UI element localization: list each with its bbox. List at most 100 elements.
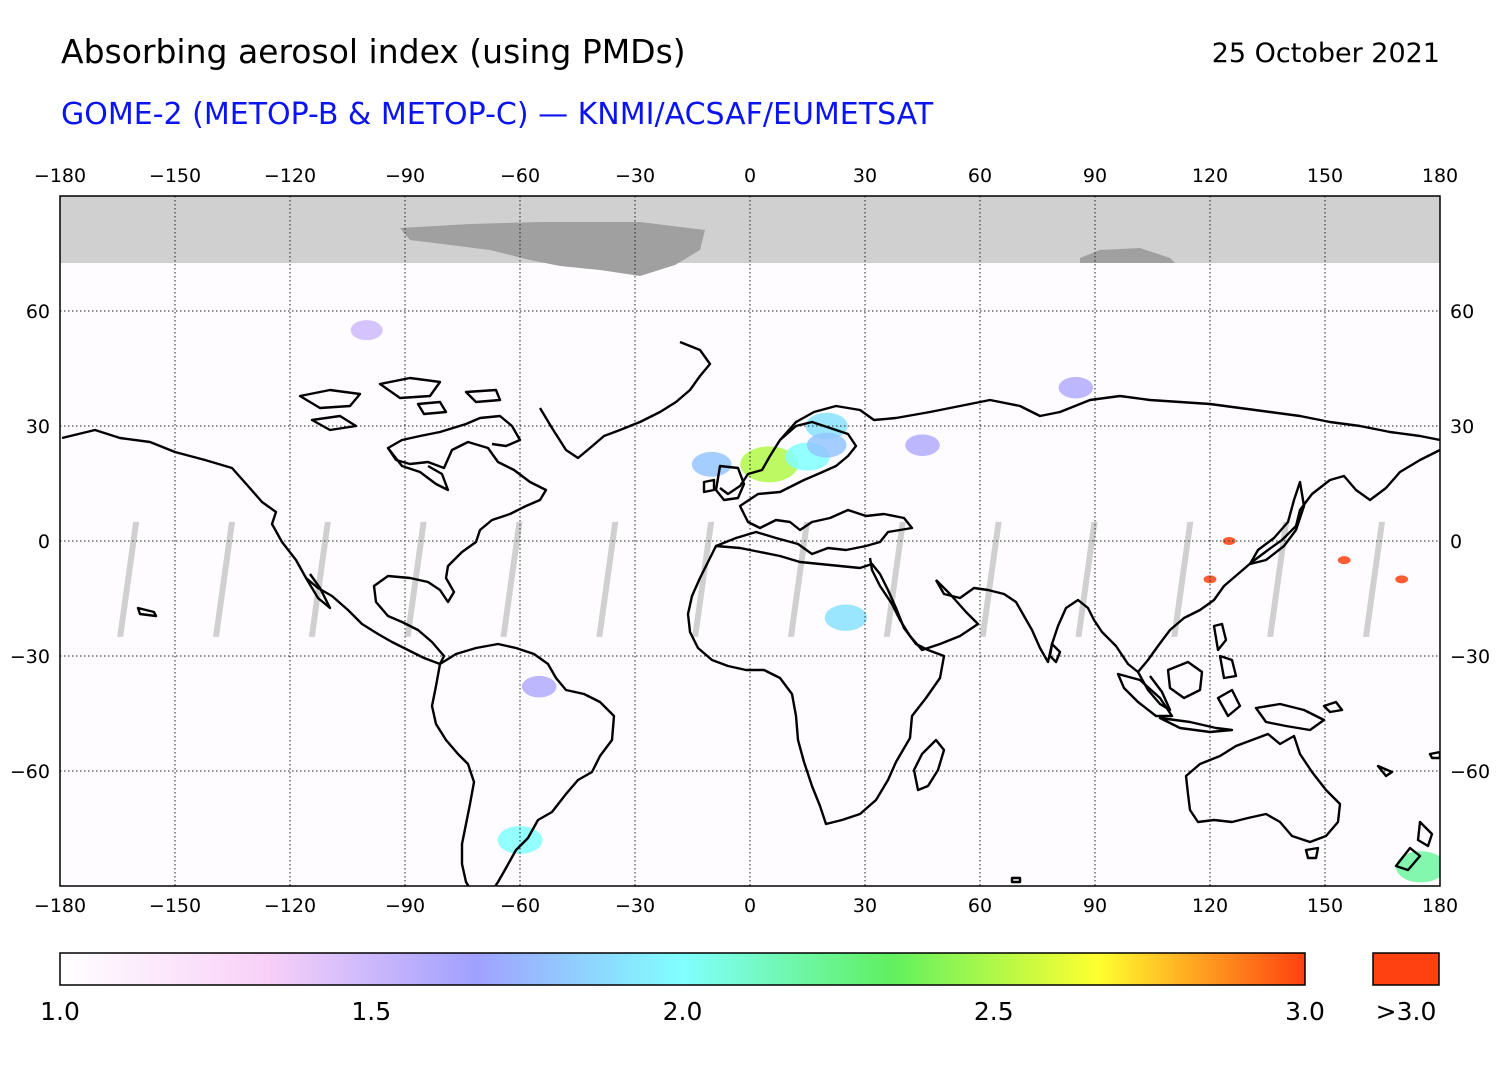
lon-tick-label: 0 xyxy=(744,895,756,917)
aerosol-hotspot xyxy=(905,434,940,456)
colorbar-tick-label: 1.5 xyxy=(351,997,391,1026)
siberia-ice xyxy=(1080,248,1175,263)
coast-hudson-bay xyxy=(387,447,450,492)
aerosol-hotspot xyxy=(806,432,847,458)
lon-tick-label: 120 xyxy=(1192,895,1228,917)
lon-tick-label: −60 xyxy=(500,165,540,187)
no-data-swath xyxy=(1267,521,1290,637)
lat-tick-label: 60 xyxy=(1450,301,1474,323)
coastlines xyxy=(61,340,1440,894)
lon-tick-label: 30 xyxy=(853,895,877,917)
no-data-swath xyxy=(692,521,715,637)
lon-tick-label: 0 xyxy=(744,165,756,187)
coast-europe xyxy=(715,420,914,556)
lon-tick-label: 180 xyxy=(1422,165,1458,187)
lon-tick-label: 90 xyxy=(1083,165,1107,187)
lon-tick-label: −120 xyxy=(264,165,316,187)
colorbar-overflow-swatch xyxy=(1372,952,1440,986)
lon-ticks-bottom: −180 −150 −120 −90 −60 −30 0 30 60 90 120 150 180 xyxy=(34,895,1458,917)
lon-tick-label: −30 xyxy=(615,895,655,917)
map-frame xyxy=(59,195,1441,887)
coast-greenland xyxy=(538,340,712,460)
lat-tick-label: 30 xyxy=(26,416,50,438)
graticule xyxy=(60,196,1440,886)
lon-tick-label: −90 xyxy=(385,895,425,917)
coast-indonesia xyxy=(1116,660,1326,734)
lat-tick-label: 0 xyxy=(1450,531,1462,553)
colorbar-tick-label: 2.5 xyxy=(974,997,1014,1026)
coast-philippines xyxy=(1212,622,1238,680)
aerosol-hotspot xyxy=(691,451,732,477)
no-data-swaths xyxy=(117,521,1385,637)
colorbar-overflow-label: >3.0 xyxy=(1376,997,1437,1026)
coast-africa xyxy=(686,544,946,826)
map-date: 25 October 2021 xyxy=(1211,38,1440,69)
coast-south-america xyxy=(430,642,616,886)
aerosol-map: −180 −150 −120 −90 −60 −30 0 30 60 90 120 150 180 −1… xyxy=(10,165,1490,917)
coast-asia-east xyxy=(934,448,1440,674)
colorbar-tick-labels: 1.0 1.5 2.0 2.5 3.0 xyxy=(40,997,1325,1026)
colorbar: 1.0 1.5 2.0 2.5 3.0 >3.0 xyxy=(40,952,1440,1026)
no-data-swath xyxy=(308,521,331,637)
aerosol-hotspot xyxy=(1395,851,1440,883)
lon-tick-label: 150 xyxy=(1307,165,1343,187)
lon-tick-label: −180 xyxy=(34,895,86,917)
no-data-swath xyxy=(500,521,523,637)
aerosol-hotspot xyxy=(824,604,867,631)
no-data-swath xyxy=(1363,521,1385,637)
lat-ticks-left: 60 30 0 −30 −60 xyxy=(10,301,50,783)
aerosol-hotspot xyxy=(1395,575,1409,584)
no-data-swath xyxy=(213,521,235,637)
lon-ticks-top: −180 −150 −120 −90 −60 −30 0 30 60 90 120 150 180 xyxy=(34,165,1458,187)
aerosol-hotspot xyxy=(521,675,557,698)
colorbar-tick-label: 1.0 xyxy=(40,997,80,1026)
coast-british-isles xyxy=(702,464,746,502)
coast-arabia xyxy=(868,557,980,652)
lon-tick-label: −30 xyxy=(615,165,655,187)
coast-india-sri xyxy=(1048,642,1062,664)
aerosol-hotspot xyxy=(740,446,798,483)
aerosol-hotspot xyxy=(1337,556,1351,565)
lon-tick-label: −90 xyxy=(385,165,425,187)
no-data-swath xyxy=(1075,521,1098,637)
lon-tick-label: 90 xyxy=(1083,895,1107,917)
lat-tick-label: 0 xyxy=(38,531,50,553)
lon-tick-label: −60 xyxy=(500,895,540,917)
lat-tick-label: −60 xyxy=(10,761,50,783)
greenland-ice xyxy=(400,222,705,276)
lon-tick-label: 60 xyxy=(968,895,992,917)
colorbar-tick-label: 2.0 xyxy=(663,997,703,1026)
coast-japan xyxy=(1248,480,1306,566)
lon-tick-label: −150 xyxy=(149,895,201,917)
coast-madagascar xyxy=(912,738,946,792)
coast-tasmania xyxy=(1304,846,1320,860)
coast-scandinavia-north xyxy=(779,404,897,441)
no-data-swath xyxy=(596,521,619,637)
no-data-swath xyxy=(788,521,810,637)
coast-falklands xyxy=(514,888,528,894)
aerosol-hotspot xyxy=(1058,376,1094,399)
lat-tick-label: −30 xyxy=(1450,646,1490,668)
coast-asia xyxy=(895,394,1440,442)
lon-tick-label: 30 xyxy=(853,165,877,187)
lon-tick-label: 150 xyxy=(1307,895,1343,917)
lat-ticks-right: 60 30 0 −30 −60 xyxy=(1450,301,1490,783)
no-data-swath xyxy=(117,521,140,637)
aerosol-hotspot xyxy=(350,320,383,341)
map-title: Absorbing aerosol index (using PMDs) xyxy=(61,32,686,71)
no-data-swath xyxy=(1171,521,1194,637)
lon-tick-label: 180 xyxy=(1422,895,1458,917)
lon-tick-label: −180 xyxy=(34,165,86,187)
lat-tick-label: −60 xyxy=(1450,761,1490,783)
lon-tick-label: 120 xyxy=(1192,165,1228,187)
aerosol-hotspot xyxy=(1203,575,1217,584)
lon-tick-label: −120 xyxy=(264,895,316,917)
lat-tick-label: −30 xyxy=(10,646,50,668)
map-subtitle: GOME-2 (METOP-B & METOP-C) — KNMI/ACSAF/… xyxy=(61,97,934,132)
lat-tick-label: 30 xyxy=(1450,416,1474,438)
coast-arctic-islands xyxy=(298,376,502,432)
lon-tick-label: −150 xyxy=(149,165,201,187)
coast-new-zealand xyxy=(1394,820,1434,872)
no-data-swath xyxy=(979,521,1002,637)
coast-australia xyxy=(1184,732,1342,844)
